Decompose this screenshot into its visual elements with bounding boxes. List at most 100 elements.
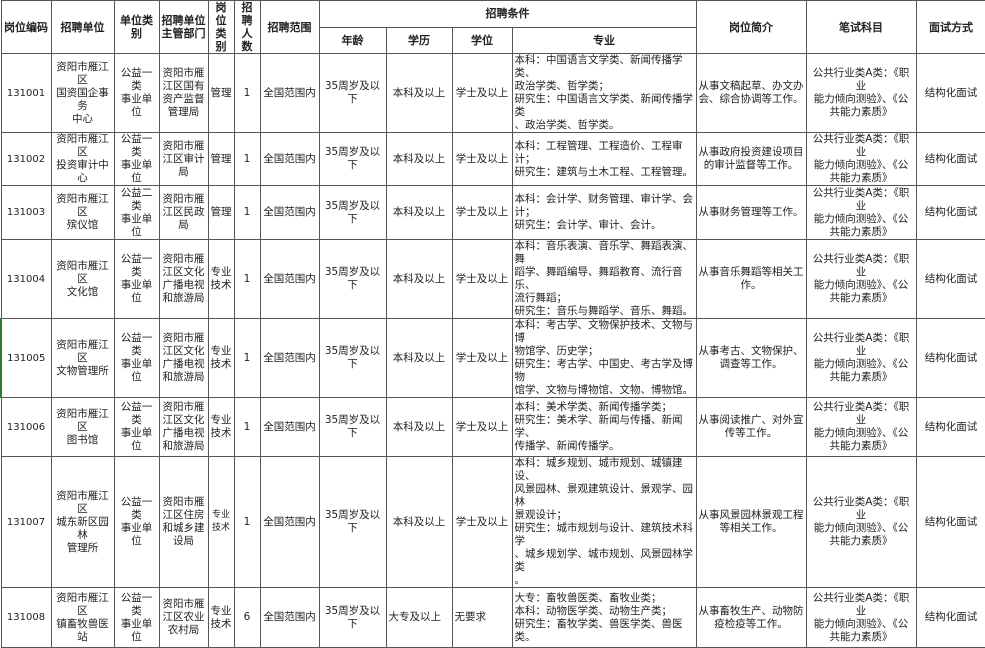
cell-education[interactable]: 本科及以上 [385,397,453,457]
cell-exam[interactable]: 公共行业类A类：《职业 能力倾向测验》、《公 共能力素质》 [805,318,917,398]
cell-unit-type[interactable]: 公益一类 事业单位 [113,587,160,648]
cell-degree[interactable]: 学士及以上 [451,53,513,133]
cell-intro[interactable]: 从事阅读推广、对外宣 传等工作。 [695,397,807,457]
cell-scope[interactable]: 全国范围内 [259,456,320,588]
cell-education[interactable]: 本科及以上 [385,185,453,240]
cell-exam[interactable]: 公共行业类A类：《职业 能力倾向测验》、《公 共能力素质》 [805,587,917,648]
cell-age[interactable]: 35周岁及以下 [318,587,387,648]
cell-unit-type[interactable]: 公益一类 事业单位 [113,53,160,133]
cell-unit-type[interactable]: 公益一类 事业单位 [113,397,160,457]
cell-code[interactable]: 131006 [0,397,52,457]
cell-unit[interactable]: 资阳市雁江区 城东新区园林 管理所 [50,456,115,588]
cell-post-type[interactable]: 专业 技术 [207,239,235,319]
cell-major[interactable]: 本科：会计学、财务管理、审计学、会 计； 研究生：会计学、审计、会计。 [511,185,697,240]
cell-intro[interactable]: 从事畜牧生产、动物防 疫检疫等工作。 [695,587,807,648]
cell-count[interactable]: 1 [233,239,261,319]
cell-scope[interactable]: 全国范围内 [259,185,320,240]
cell-age[interactable]: 35周岁及以下 [318,239,387,319]
cell-intro[interactable]: 从事文稿起草、办文办 会、综合协调等工作。 [695,53,807,133]
cell-age[interactable]: 35周岁及以下 [318,53,387,133]
cell-code[interactable]: 131004 [0,239,52,319]
cell-unit-type[interactable]: 公益一类 事业单位 [113,239,160,319]
cell-exam[interactable]: 公共行业类A类：《职业 能力倾向测验》、《公 共能力素质》 [805,53,917,133]
cell-age[interactable]: 35周岁及以下 [318,456,387,588]
cell-dept[interactable]: 资阳市雁 江区国有 资产监督 管理局 [158,53,209,133]
cell-unit[interactable]: 资阳市雁江区 文化馆 [50,239,115,319]
cell-code[interactable]: 131007 [0,456,52,588]
cell-scope[interactable]: 全国范围内 [259,53,320,133]
cell-code[interactable]: 131008 [0,587,52,648]
cell-education[interactable]: 本科及以上 [385,456,453,588]
cell-count[interactable]: 1 [233,456,261,588]
cell-intro[interactable]: 从事考古、文物保护、 调查等工作。 [695,318,807,398]
cell-degree[interactable]: 学士及以上 [451,185,513,240]
cell-dept[interactable]: 资阳市雁 江区住房 和城乡建 设局 [158,456,209,588]
cell-unit[interactable]: 资阳市雁江区 图书馆 [50,397,115,457]
cell-intro[interactable]: 从事音乐舞蹈等相关工 作。 [695,239,807,319]
cell-intro[interactable]: 从事财务管理等工作。 [695,185,807,240]
cell-dept[interactable]: 资阳市雁 江区审计 局 [158,132,209,186]
cell-post-type[interactable]: 专业 技术 [207,318,235,398]
cell-count[interactable]: 1 [233,397,261,457]
cell-degree[interactable]: 学士及以上 [451,456,513,588]
cell-unit[interactable]: 资阳市雁江区 殡仪馆 [50,185,115,240]
cell-interview[interactable]: 结构化面试 [915,456,985,588]
cell-interview[interactable]: 结构化面试 [915,397,985,457]
cell-exam[interactable]: 公共行业类A类：《职业 能力倾向测验》、《公 共能力素质》 [805,239,917,319]
cell-post-type[interactable]: 管理 [207,132,235,186]
cell-dept[interactable]: 资阳市雁 江区文化 广播电视 和旅游局 [158,397,209,457]
cell-exam[interactable]: 公共行业类A类：《职业 能力倾向测验》、《公 共能力素质》 [805,185,917,240]
cell-scope[interactable]: 全国范围内 [259,239,320,319]
cell-interview[interactable]: 结构化面试 [915,318,985,398]
cell-interview[interactable]: 结构化面试 [915,239,985,319]
cell-post-type[interactable]: 专业 技术 [207,397,235,457]
cell-interview[interactable]: 结构化面试 [915,53,985,133]
cell-major[interactable]: 本科：工程管理、工程造价、工程审计； 研究生：建筑与土木工程、工程管理。 [511,132,697,186]
cell-interview[interactable]: 结构化面试 [915,132,985,186]
cell-unit-type[interactable]: 公益一类 事业单位 [113,318,160,398]
cell-exam[interactable]: 公共行业类A类：《职业 能力倾向测验》、《公 共能力素质》 [805,132,917,186]
cell-education[interactable]: 本科及以上 [385,239,453,319]
cell-age[interactable]: 35周岁及以下 [318,132,387,186]
cell-dept[interactable]: 资阳市雁 江区文化 广播电视 和旅游局 [158,318,209,398]
cell-dept[interactable]: 资阳市雁 江区农业 农村局 [158,587,209,648]
cell-code[interactable]: 131003 [0,185,52,240]
cell-degree[interactable]: 学士及以上 [451,397,513,457]
cell-post-type[interactable]: 管理 [207,53,235,133]
cell-intro[interactable]: 从事风景园林景观工程 等相关工作。 [695,456,807,588]
cell-count[interactable]: 1 [233,318,261,398]
cell-post-type[interactable]: 专业 技术 [207,587,235,648]
cell-code[interactable]: 131002 [0,132,52,186]
cell-major[interactable]: 本科：中国语言文学类、新闻传播学类、 政治学类、哲学类； 研究生：中国语言文学类… [511,53,697,133]
cell-major[interactable]: 本科：音乐表演、音乐学、舞蹈表演、舞 蹈学、舞蹈编导、舞蹈教育、流行音乐、 流行… [511,239,697,319]
cell-major[interactable]: 本科：考古学、文物保护技术、文物与博 物馆学、历史学； 研究生：考古学、中国史、… [511,318,697,398]
cell-unit-type[interactable]: 公益一类 事业单位 [113,456,160,588]
cell-code[interactable]: 131005 [0,318,52,398]
cell-degree[interactable]: 学士及以上 [451,318,513,398]
cell-count[interactable]: 1 [233,53,261,133]
cell-exam[interactable]: 公共行业类A类：《职业 能力倾向测验》、《公 共能力素质》 [805,456,917,588]
cell-age[interactable]: 35周岁及以下 [318,318,387,398]
cell-count[interactable]: 1 [233,185,261,240]
cell-education[interactable]: 大专及以上 [385,587,453,648]
cell-unit[interactable]: 资阳市雁江区 镇畜牧兽医站 [50,587,115,648]
cell-degree[interactable]: 学士及以上 [451,239,513,319]
cell-scope[interactable]: 全国范围内 [259,318,320,398]
cell-unit-type[interactable]: 公益二类 事业单位 [113,185,160,240]
cell-education[interactable]: 本科及以上 [385,318,453,398]
cell-count[interactable]: 6 [233,587,261,648]
cell-dept[interactable]: 资阳市雁 江区民政 局 [158,185,209,240]
cell-scope[interactable]: 全国范围内 [259,397,320,457]
cell-age[interactable]: 35周岁及以下 [318,185,387,240]
cell-unit-type[interactable]: 公益一类 事业单位 [113,132,160,186]
cell-exam[interactable]: 公共行业类A类：《职业 能力倾向测验》、《公 共能力素质》 [805,397,917,457]
cell-education[interactable]: 本科及以上 [385,53,453,133]
cell-scope[interactable]: 全国范围内 [259,587,320,648]
cell-post-type[interactable]: 管理 [207,185,235,240]
cell-interview[interactable]: 结构化面试 [915,185,985,240]
cell-unit[interactable]: 资阳市雁江区 投资审计中心 [50,132,115,186]
cell-count[interactable]: 1 [233,132,261,186]
cell-degree[interactable]: 学士及以上 [451,132,513,186]
cell-interview[interactable]: 结构化面试 [915,587,985,648]
cell-dept[interactable]: 资阳市雁 江区文化 广播电视 和旅游局 [158,239,209,319]
